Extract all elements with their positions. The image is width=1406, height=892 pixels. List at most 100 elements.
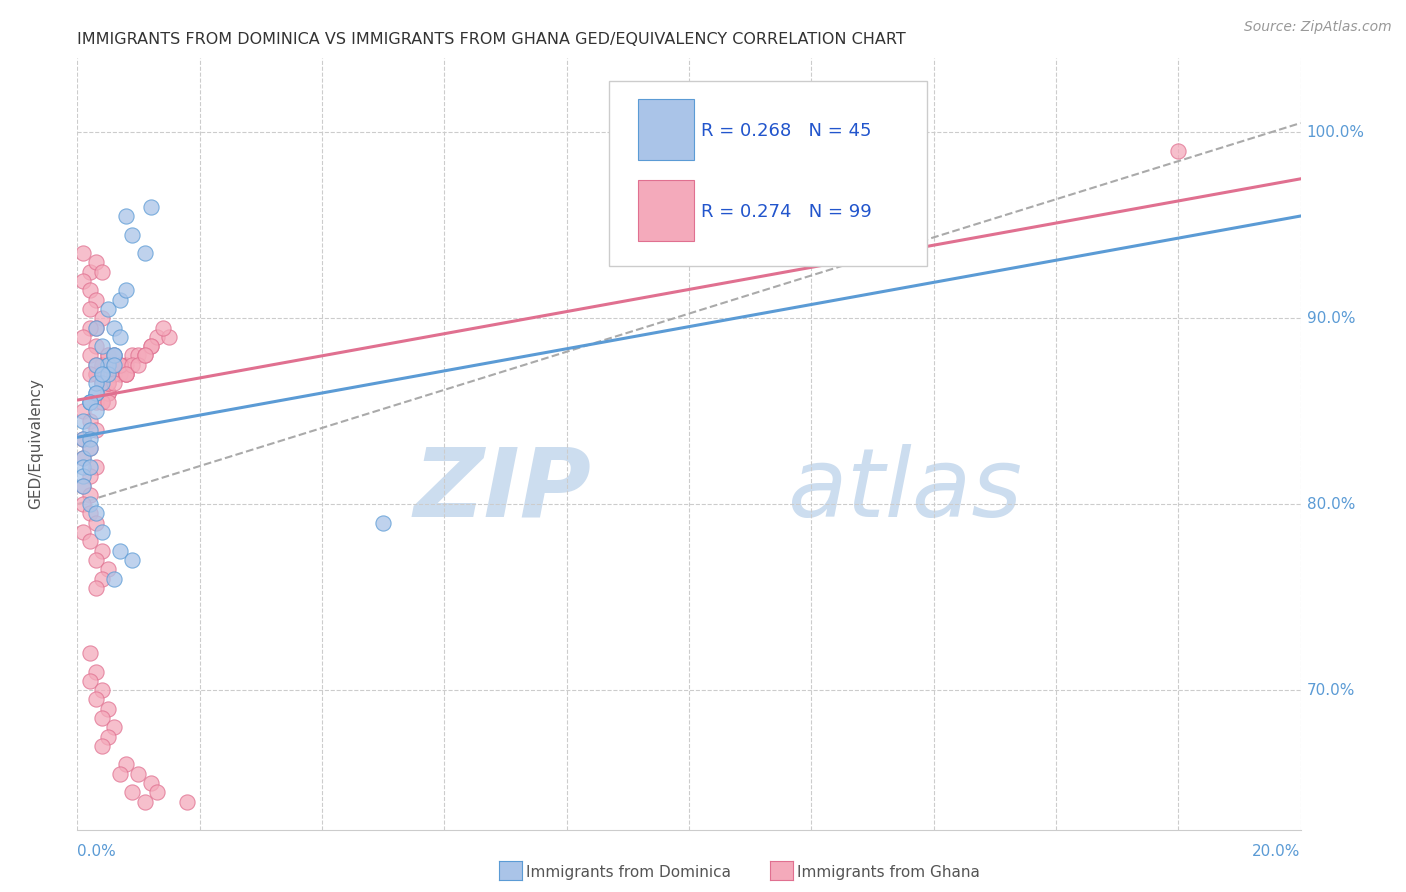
- Point: [90, 311, 112, 326]
- Point: [72, 469, 94, 483]
- Point: [79, 395, 101, 409]
- Point: [72, 450, 94, 465]
- Point: [103, 367, 125, 381]
- Point: [371, 516, 394, 530]
- Point: [1167, 144, 1189, 158]
- Point: [146, 330, 169, 344]
- Point: [103, 348, 125, 362]
- Point: [103, 320, 125, 334]
- Point: [84, 507, 107, 521]
- Point: [90, 358, 112, 372]
- Point: [108, 766, 131, 780]
- Point: [72, 432, 94, 446]
- Point: [72, 330, 94, 344]
- Text: Immigrants from Dominica: Immigrants from Dominica: [526, 865, 731, 880]
- Point: [103, 376, 125, 391]
- Text: R = 0.268   N = 45: R = 0.268 N = 45: [702, 122, 872, 140]
- Point: [134, 348, 156, 362]
- Point: [115, 367, 138, 381]
- Point: [90, 339, 112, 353]
- Point: [79, 301, 101, 316]
- Point: [90, 265, 112, 279]
- Point: [79, 395, 101, 409]
- Point: [97, 702, 120, 716]
- FancyBboxPatch shape: [637, 99, 693, 160]
- Text: R = 0.274   N = 99: R = 0.274 N = 99: [702, 203, 872, 221]
- Point: [84, 339, 107, 353]
- Point: [97, 376, 120, 391]
- Point: [84, 581, 107, 595]
- Point: [115, 358, 138, 372]
- Point: [90, 683, 112, 698]
- Point: [134, 348, 156, 362]
- Point: [121, 227, 143, 242]
- Point: [90, 739, 112, 753]
- Point: [79, 507, 101, 521]
- Point: [90, 711, 112, 725]
- Point: [90, 376, 112, 391]
- Point: [79, 423, 101, 437]
- Point: [146, 785, 169, 799]
- Point: [90, 572, 112, 586]
- Point: [90, 376, 112, 391]
- Point: [139, 200, 162, 214]
- Point: [152, 320, 174, 334]
- FancyBboxPatch shape: [637, 180, 693, 241]
- Point: [97, 562, 120, 576]
- Point: [84, 367, 107, 381]
- Point: [97, 385, 120, 400]
- Point: [108, 358, 131, 372]
- Point: [176, 795, 198, 809]
- Point: [90, 525, 112, 540]
- Point: [79, 442, 101, 456]
- Point: [90, 543, 112, 558]
- Point: [108, 330, 131, 344]
- Point: [97, 358, 120, 372]
- Point: [72, 432, 94, 446]
- Point: [84, 460, 107, 475]
- Point: [115, 367, 138, 381]
- Point: [103, 367, 125, 381]
- Text: Immigrants from Ghana: Immigrants from Ghana: [797, 865, 980, 880]
- Text: Source: ZipAtlas.com: Source: ZipAtlas.com: [1244, 20, 1392, 34]
- Point: [108, 358, 131, 372]
- Point: [103, 572, 125, 586]
- Point: [90, 367, 112, 381]
- Point: [97, 385, 120, 400]
- Point: [79, 442, 101, 456]
- Point: [103, 348, 125, 362]
- Text: 80.0%: 80.0%: [1306, 497, 1355, 512]
- Point: [79, 395, 101, 409]
- Point: [121, 785, 143, 799]
- Text: atlas: atlas: [787, 443, 1022, 537]
- Point: [84, 293, 107, 307]
- Point: [108, 543, 131, 558]
- Text: 100.0%: 100.0%: [1306, 125, 1365, 140]
- Text: ZIP: ZIP: [413, 443, 591, 537]
- Point: [108, 293, 131, 307]
- Point: [79, 284, 101, 298]
- Text: 70.0%: 70.0%: [1306, 682, 1355, 698]
- Point: [103, 348, 125, 362]
- Point: [72, 413, 94, 427]
- Point: [115, 209, 138, 223]
- Point: [121, 358, 143, 372]
- Point: [90, 376, 112, 391]
- Point: [72, 274, 94, 288]
- Point: [127, 766, 149, 780]
- Point: [84, 665, 107, 679]
- Point: [72, 497, 94, 511]
- Point: [79, 320, 101, 334]
- Point: [108, 367, 131, 381]
- Point: [121, 553, 143, 567]
- Point: [127, 358, 149, 372]
- Point: [97, 395, 120, 409]
- Point: [79, 469, 101, 483]
- Point: [108, 358, 131, 372]
- Point: [84, 320, 107, 334]
- Point: [79, 488, 101, 502]
- Point: [84, 320, 107, 334]
- Point: [108, 358, 131, 372]
- Point: [84, 404, 107, 418]
- Point: [139, 339, 162, 353]
